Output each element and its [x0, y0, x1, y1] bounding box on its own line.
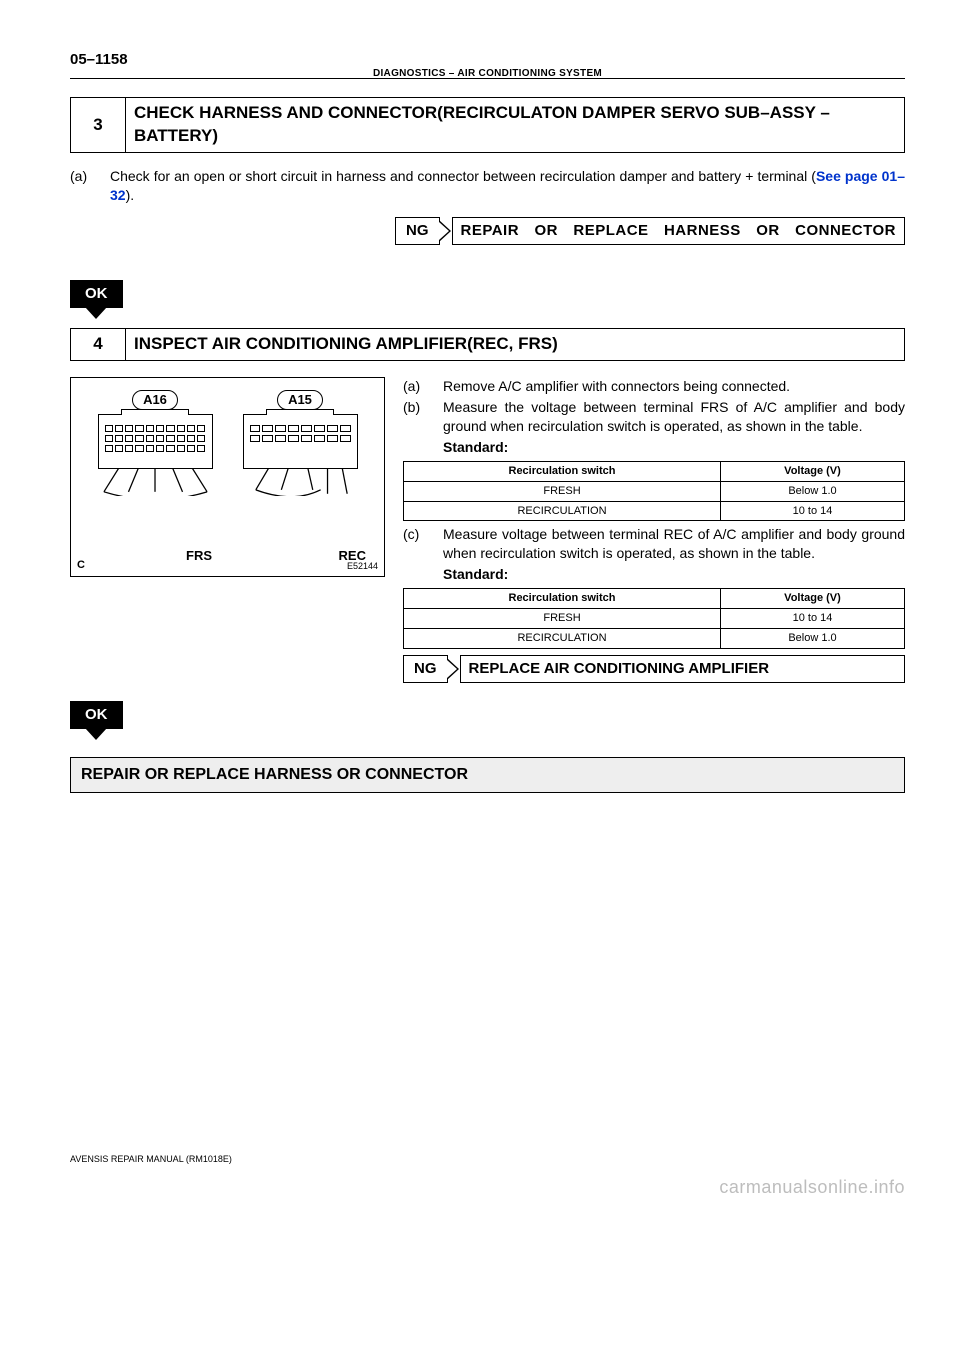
ok-chip-2: OK	[70, 701, 123, 729]
ok-chip: OK	[70, 280, 123, 308]
t2-r1c2: 10 to 14	[721, 608, 905, 628]
final-action-box: REPAIR OR REPLACE HARNESS OR CONNECTOR	[70, 757, 905, 793]
step-3-a-text2: ).	[126, 187, 135, 203]
step-4-number: 4	[71, 329, 126, 360]
ng-chip-2: NG	[403, 655, 448, 683]
step-4-box: 4 INSPECT AIR CONDITIONING AMPLIFIER(REC…	[70, 328, 905, 361]
t1-r2c2: 10 to 14	[721, 501, 905, 521]
step-3-ng-action: REPAIR OR REPLACE HARNESS OR CONNECTOR	[452, 217, 906, 245]
t2-r2c2: Below 1.0	[721, 628, 905, 648]
step-4-c-label: (c)	[403, 525, 443, 563]
diagram-corner-c: C	[77, 558, 85, 573]
step-3-number: 3	[71, 98, 126, 152]
step-3-a-text: Check for an open or short circuit in ha…	[110, 167, 905, 205]
step-4-b-label: (b)	[403, 398, 443, 436]
t1-r1c1: FRESH	[404, 481, 721, 501]
step-4-ng-row: NG REPLACE AIR CONDITIONING AMPLIFIER	[403, 655, 905, 683]
connector-diagram: A16	[70, 377, 385, 577]
t1-r2c1: RECIRCULATION	[404, 501, 721, 521]
standard-label-2: Standard:	[443, 565, 905, 584]
step-3-body: (a) Check for an open or short circuit i…	[70, 167, 905, 205]
step-4-title: INSPECT AIR CONDITIONING AMPLIFIER(REC, …	[126, 329, 904, 360]
standard-label-1: Standard:	[443, 438, 905, 457]
step-3-a-label: (a)	[70, 167, 110, 205]
frs-pin-label: FRS	[186, 547, 212, 565]
step-4-right-column: (a) Remove A/C amplifier with connectors…	[403, 377, 905, 683]
step-4-a-label: (a)	[403, 377, 443, 396]
step-3-ng-action-text: REPAIR OR REPLACE HARNESS OR CONNECTOR	[461, 222, 897, 239]
connector-a16-label: A16	[132, 390, 178, 410]
step-4-content: A16	[70, 377, 905, 683]
step-4-ng-action: REPLACE AIR CONDITIONING AMPLIFIER	[460, 655, 906, 683]
connector-a15-label: A15	[277, 390, 323, 410]
ng-chip: NG	[395, 217, 440, 245]
t1-h1: Recirculation switch	[404, 461, 721, 481]
t2-h2: Voltage (V)	[721, 589, 905, 609]
step-4-c-text: Measure voltage between terminal REC of …	[443, 525, 905, 563]
diagram-code: E52144	[347, 560, 378, 572]
t2-r2c1: RECIRCULATION	[404, 628, 721, 648]
step-3-title: CHECK HARNESS AND CONNECTOR(RECIRCULATON…	[126, 98, 904, 152]
connector-a16: A16	[98, 390, 213, 469]
t1-r1c2: Below 1.0	[721, 481, 905, 501]
header-text: DIAGNOSTICS – AIR CONDITIONING SYSTEM	[373, 67, 602, 81]
t1-h2: Voltage (V)	[721, 461, 905, 481]
spec-table-1: Recirculation switchVoltage (V) FRESHBel…	[403, 461, 905, 522]
header-rule: DIAGNOSTICS – AIR CONDITIONING SYSTEM	[70, 78, 905, 79]
step-3-ng-row: NG REPAIR OR REPLACE HARNESS OR CONNECTO…	[395, 217, 905, 245]
step-3-a-text1: Check for an open or short circuit in ha…	[110, 168, 816, 184]
t2-r1c1: FRESH	[404, 608, 721, 628]
t2-h1: Recirculation switch	[404, 589, 721, 609]
footer-text: AVENSIS REPAIR MANUAL (RM1018E)	[70, 1153, 905, 1165]
connector-a15: A15	[243, 390, 358, 469]
watermark: carmanualsonline.info	[70, 1175, 905, 1199]
spec-table-2: Recirculation switchVoltage (V) FRESH10 …	[403, 588, 905, 649]
step-4-a-text: Remove A/C amplifier with connectors bei…	[443, 377, 905, 396]
step-3-box: 3 CHECK HARNESS AND CONNECTOR(RECIRCULAT…	[70, 97, 905, 153]
step-4-b-text: Measure the voltage between terminal FRS…	[443, 398, 905, 436]
